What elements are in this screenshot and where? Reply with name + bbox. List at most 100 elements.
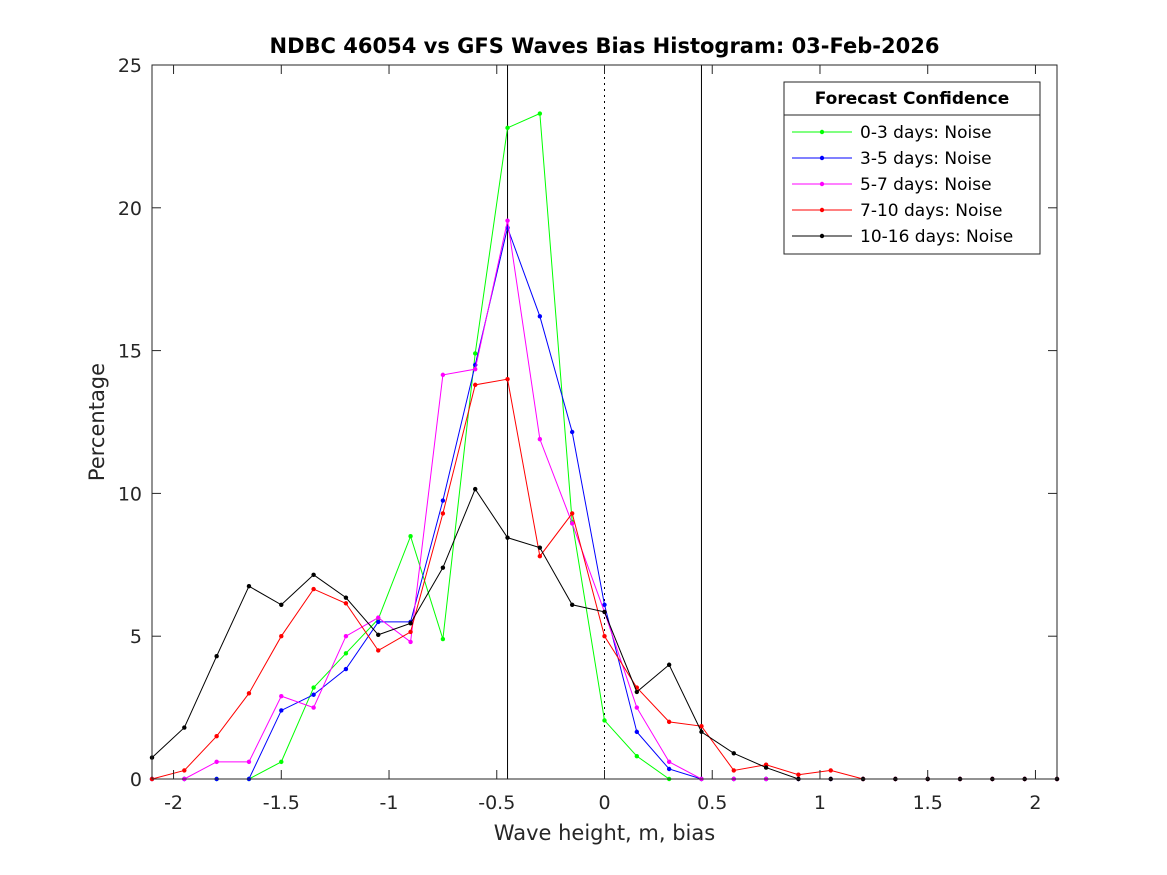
legend-label: 0-3 days: Noise xyxy=(860,123,992,143)
data-point xyxy=(569,511,575,516)
data-point xyxy=(311,572,316,577)
chart-title: NDBC 46054 vs GFS Waves Bias Histogram: … xyxy=(270,34,940,58)
data-point xyxy=(311,586,316,592)
data-point xyxy=(311,692,316,697)
data-point xyxy=(343,666,349,672)
data-point xyxy=(473,351,478,356)
data-point xyxy=(440,565,446,570)
data-point xyxy=(214,759,219,765)
data-point xyxy=(440,372,446,378)
x-axis-label: Wave height, m, bias xyxy=(494,821,715,845)
data-point xyxy=(343,595,349,600)
y-tick-label: 0 xyxy=(130,769,142,791)
data-point xyxy=(343,651,349,656)
legend: Forecast Confidence 0-3 days: Noise 3-5 d… xyxy=(783,81,1041,255)
x-tick-label: 0.5 xyxy=(697,792,727,814)
legend-swatch-marker xyxy=(819,155,825,161)
x-tick-label: 1.5 xyxy=(913,792,943,814)
data-point xyxy=(569,602,575,607)
data-point xyxy=(634,689,640,695)
data-point xyxy=(699,723,704,729)
data-point xyxy=(440,498,446,503)
data-point xyxy=(214,733,219,739)
legend-item: 10-16 days: Noise xyxy=(792,227,1013,247)
data-point xyxy=(537,436,543,442)
reference-lines xyxy=(507,65,702,779)
y-axis-label: Percentage xyxy=(85,363,109,481)
data-point xyxy=(246,759,252,765)
data-point xyxy=(246,691,252,696)
data-point xyxy=(537,545,543,550)
data-point xyxy=(537,554,543,559)
data-point xyxy=(699,729,704,735)
legend-item: 7-10 days: Noise xyxy=(792,201,1002,221)
data-point xyxy=(279,634,284,639)
data-point xyxy=(408,534,413,539)
legend-item: 3-5 days: Noise xyxy=(792,149,992,169)
data-point xyxy=(473,382,478,388)
data-point xyxy=(246,584,252,589)
data-point xyxy=(214,653,219,659)
data-point xyxy=(279,759,284,765)
data-point xyxy=(602,602,607,607)
y-tick-label: 15 xyxy=(118,341,142,363)
legend-label: 7-10 days: Noise xyxy=(860,201,1002,221)
legend-swatch-marker xyxy=(819,233,825,239)
data-point xyxy=(279,602,284,607)
data-point xyxy=(763,765,769,770)
data-point xyxy=(376,632,381,637)
data-point xyxy=(182,768,187,773)
y-tick-label: 20 xyxy=(118,198,142,220)
data-point xyxy=(408,621,413,626)
data-point xyxy=(666,759,672,765)
data-point xyxy=(569,521,575,526)
legend-item: 0-3 days: Noise xyxy=(792,123,992,143)
data-point xyxy=(376,619,381,625)
data-point xyxy=(666,719,672,725)
data-point xyxy=(602,634,607,639)
data-point xyxy=(408,639,413,645)
data-point xyxy=(666,766,672,772)
x-tick-label: 0 xyxy=(598,792,610,814)
data-point xyxy=(634,753,640,759)
legend-label: 10-16 days: Noise xyxy=(860,227,1013,247)
y-tick-label: 10 xyxy=(118,483,142,505)
data-point xyxy=(537,314,543,319)
y-tick-label: 25 xyxy=(118,55,142,77)
legend-box xyxy=(783,81,1041,255)
data-point xyxy=(666,662,672,667)
data-point xyxy=(473,366,478,372)
data-point xyxy=(569,429,575,435)
y-tick-label: 5 xyxy=(130,626,142,648)
data-point xyxy=(408,629,413,635)
x-tick-label: 2 xyxy=(1029,792,1041,814)
x-tick-label: -2 xyxy=(164,792,183,814)
data-point xyxy=(602,609,607,615)
data-point xyxy=(440,511,446,516)
data-point xyxy=(634,729,640,735)
legend-label: 5-7 days: Noise xyxy=(860,175,992,195)
series-layer xyxy=(149,111,1060,782)
data-point xyxy=(731,751,736,756)
legend-items: 0-3 days: Noise 3-5 days: Noise 5-7 days: … xyxy=(792,123,1013,247)
data-point xyxy=(311,685,316,690)
data-point xyxy=(602,718,607,723)
data-point xyxy=(311,705,316,710)
data-point xyxy=(473,486,478,492)
data-point xyxy=(376,648,381,653)
data-point xyxy=(279,693,284,699)
legend-swatch-marker xyxy=(819,129,825,135)
x-tick-label: -0.5 xyxy=(478,792,515,814)
legend-swatch-marker xyxy=(819,207,825,213)
data-point xyxy=(505,218,510,223)
data-point xyxy=(828,768,833,773)
data-point xyxy=(343,634,349,639)
data-point xyxy=(505,376,510,382)
x-tick-label: -1.5 xyxy=(263,792,300,814)
data-point xyxy=(634,705,640,710)
legend-title: Forecast Confidence xyxy=(815,89,1010,109)
x-tick-label: -1 xyxy=(380,792,399,814)
legend-swatch-marker xyxy=(819,181,825,187)
